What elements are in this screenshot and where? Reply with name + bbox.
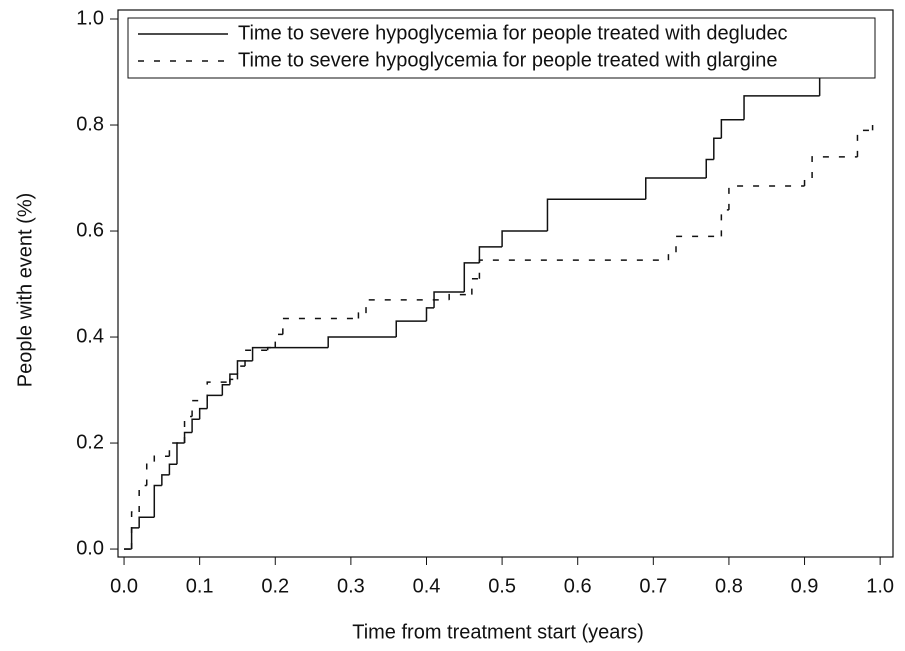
step-segment <box>236 360 253 375</box>
step-segment <box>251 346 329 361</box>
step-segment <box>448 293 472 300</box>
y-tick-label: 0.2 <box>76 431 104 453</box>
step-segment <box>244 349 268 367</box>
step-segment <box>327 336 397 348</box>
step-segment <box>803 177 813 186</box>
step-segment <box>168 463 177 475</box>
step-segment <box>395 320 427 338</box>
step-segment <box>138 516 155 528</box>
step-segment <box>463 262 480 292</box>
x-tick-label: 1.0 <box>866 575 894 597</box>
step-segment <box>138 484 147 512</box>
step-segment <box>161 474 170 486</box>
step-segment <box>743 95 820 120</box>
step-segment <box>153 484 162 518</box>
y-tick-label: 0.4 <box>76 325 104 347</box>
step-segment <box>478 246 503 263</box>
x-tick-label: 0.0 <box>110 575 138 597</box>
plot-frame <box>117 9 894 558</box>
x-tick-label: 0.7 <box>639 575 667 597</box>
x-tick-label: 0.8 <box>715 575 743 597</box>
step-segment <box>206 394 223 409</box>
step-segment <box>183 415 193 444</box>
step-segment <box>282 317 359 335</box>
step-segment <box>168 442 185 457</box>
step-segment <box>720 209 729 237</box>
step-segment <box>191 418 200 433</box>
y-axis-label: People with event (%) <box>14 193 36 388</box>
step-segment <box>229 378 238 383</box>
x-tick-label: 0.5 <box>488 575 516 597</box>
y-tick-label: 0.8 <box>76 113 104 135</box>
x-axis-label: Time from treatment start (years) <box>352 621 644 643</box>
step-segment <box>130 511 140 550</box>
step-segment <box>720 118 745 139</box>
step-segment <box>221 383 230 396</box>
step-segment <box>198 407 208 420</box>
step-segment <box>478 259 669 279</box>
step-segment <box>645 177 707 200</box>
x-tick-label: 0.2 <box>261 575 289 597</box>
step-segment <box>471 277 480 295</box>
x-tick-label: 0.3 <box>337 575 365 597</box>
step-segment <box>176 442 185 465</box>
step-segment <box>191 399 208 417</box>
x-tick-label: 0.9 <box>791 575 819 597</box>
step-segment <box>365 299 450 314</box>
step-segment <box>130 527 140 550</box>
step-segment <box>183 431 193 444</box>
step-segment <box>501 230 548 247</box>
y-tick-label: 0.6 <box>76 219 104 241</box>
step-segment <box>433 291 465 308</box>
x-tick-label: 0.1 <box>186 575 214 597</box>
step-segment <box>728 185 805 210</box>
step-segment <box>266 346 276 351</box>
step-segment <box>236 365 246 380</box>
step-segment <box>425 307 435 322</box>
step-segment <box>713 137 722 160</box>
step-segment <box>274 333 283 348</box>
step-segment <box>705 158 714 179</box>
step-segment <box>206 381 230 401</box>
x-tick-label: 0.6 <box>564 575 592 597</box>
step-segment <box>153 455 170 462</box>
step-segment <box>546 198 646 232</box>
legend-label: Time to severe hypoglycemia for people t… <box>238 22 788 44</box>
step-segment <box>856 129 873 157</box>
step-segment <box>675 235 722 253</box>
step-segment <box>811 156 858 179</box>
x-tick-label: 0.4 <box>413 575 441 597</box>
y-tick-label: 0.0 <box>76 537 104 559</box>
legend-box <box>127 17 876 79</box>
step-segment <box>667 251 676 261</box>
legend-label: Time to severe hypoglycemia for people t… <box>238 49 778 71</box>
y-tick-label: 1.0 <box>76 7 104 29</box>
step-segment <box>357 312 366 319</box>
step-segment <box>145 460 155 486</box>
